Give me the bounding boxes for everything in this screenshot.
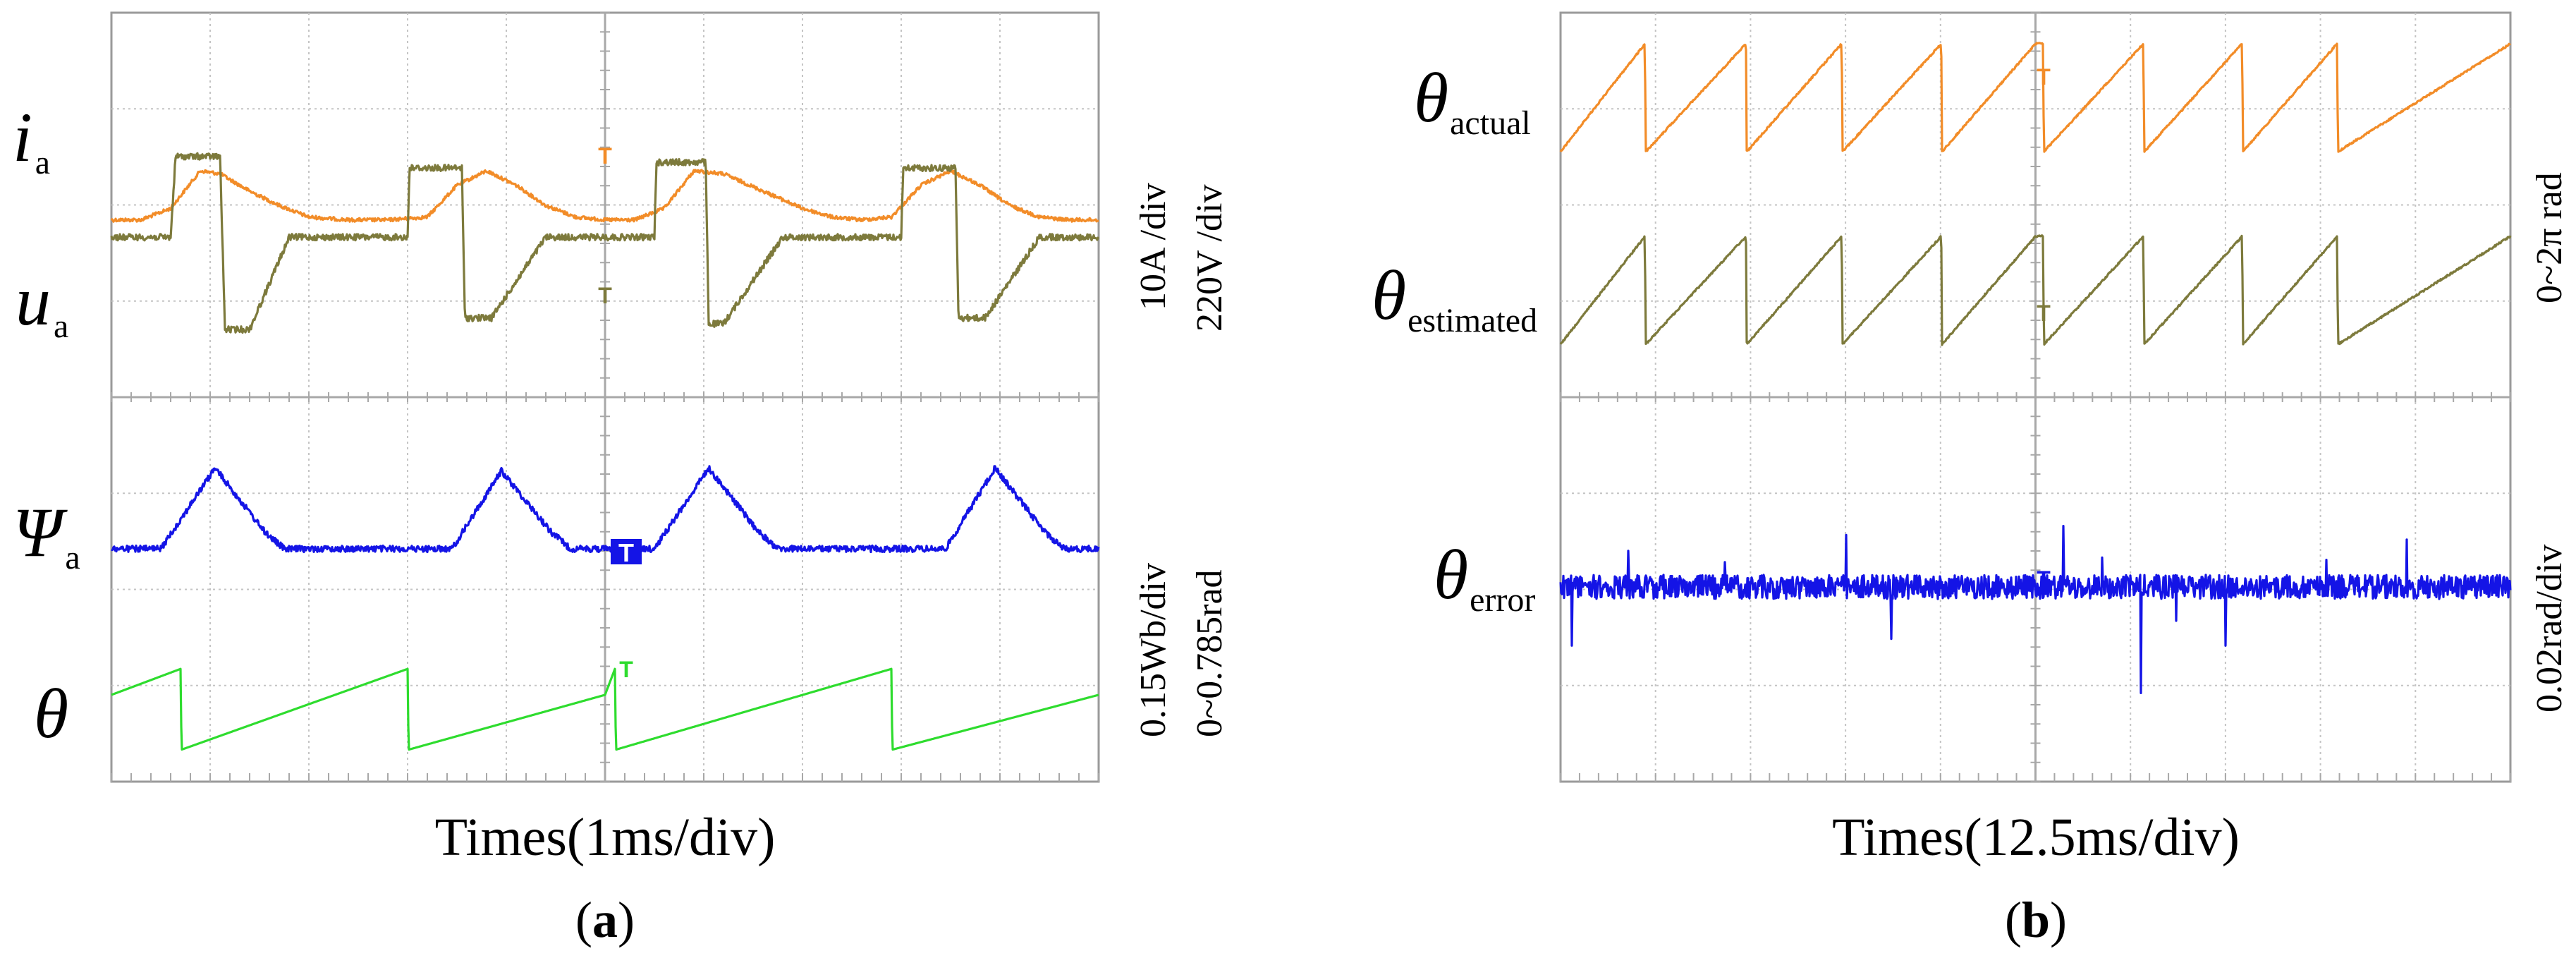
label-theta-actual: θactual [1414, 59, 1531, 142]
panel-a: T T T T ia ua Ψa θ 10A /div 220V /div 0.15W… [13, 11, 1230, 948]
trigger-marker-psi: T [618, 538, 634, 567]
trigger-marker-actual: T [2037, 64, 2051, 90]
scale-a-current: 10A /div [1133, 183, 1173, 310]
scale-a-voltage: 220V /div [1190, 184, 1230, 332]
trace-theta-error [1559, 525, 2512, 694]
xlabel-a: Times(1ms/div) [435, 808, 776, 867]
label-psi: Ψa [13, 493, 80, 576]
panel-label-a: (a) [575, 892, 635, 948]
trigger-marker-error: T [2037, 566, 2051, 592]
panel-label-b: (b) [2005, 892, 2067, 948]
label-theta-estimated: θestimated [1372, 256, 1537, 339]
trigger-marker-ua: T [598, 283, 612, 308]
trigger-marker-ia: T [598, 143, 612, 169]
scale-a-angle: 0~0.785rad [1190, 569, 1230, 737]
panel-b-trigger-markers: T T T [2037, 64, 2051, 592]
trace-ia [110, 168, 1099, 223]
trigger-marker-theta: T [619, 657, 633, 682]
label-ua: ua [16, 262, 68, 345]
trace-theta-actual [1559, 42, 2511, 153]
panel-a-trigger-markers: T T T T [598, 143, 642, 682]
scale-a-flux: 0.15Wb/div [1133, 563, 1173, 737]
trace-theta-estimated [1559, 234, 2512, 346]
panel-b-grid [1560, 12, 2511, 782]
label-theta-error: θerror [1434, 535, 1535, 619]
label-ia: ia [13, 98, 50, 181]
trigger-marker-estimated: T [2037, 301, 2051, 326]
scale-b-angle: 0~2π rad [2529, 172, 2570, 303]
xlabel-b: Times(12.5ms/div) [1832, 808, 2240, 867]
panel-a-grid [111, 12, 1099, 782]
trace-theta [111, 667, 1099, 751]
label-theta: θ [34, 674, 68, 753]
scale-b-error: 0.02rad/div [2529, 545, 2570, 713]
trace-ua [110, 152, 1100, 334]
panel-b: T T T θactual θestimated θerror 0~2π rad 0… [1372, 11, 2570, 948]
trace-psi [111, 465, 1100, 554]
trigger-marker-psi-box [611, 539, 642, 564]
